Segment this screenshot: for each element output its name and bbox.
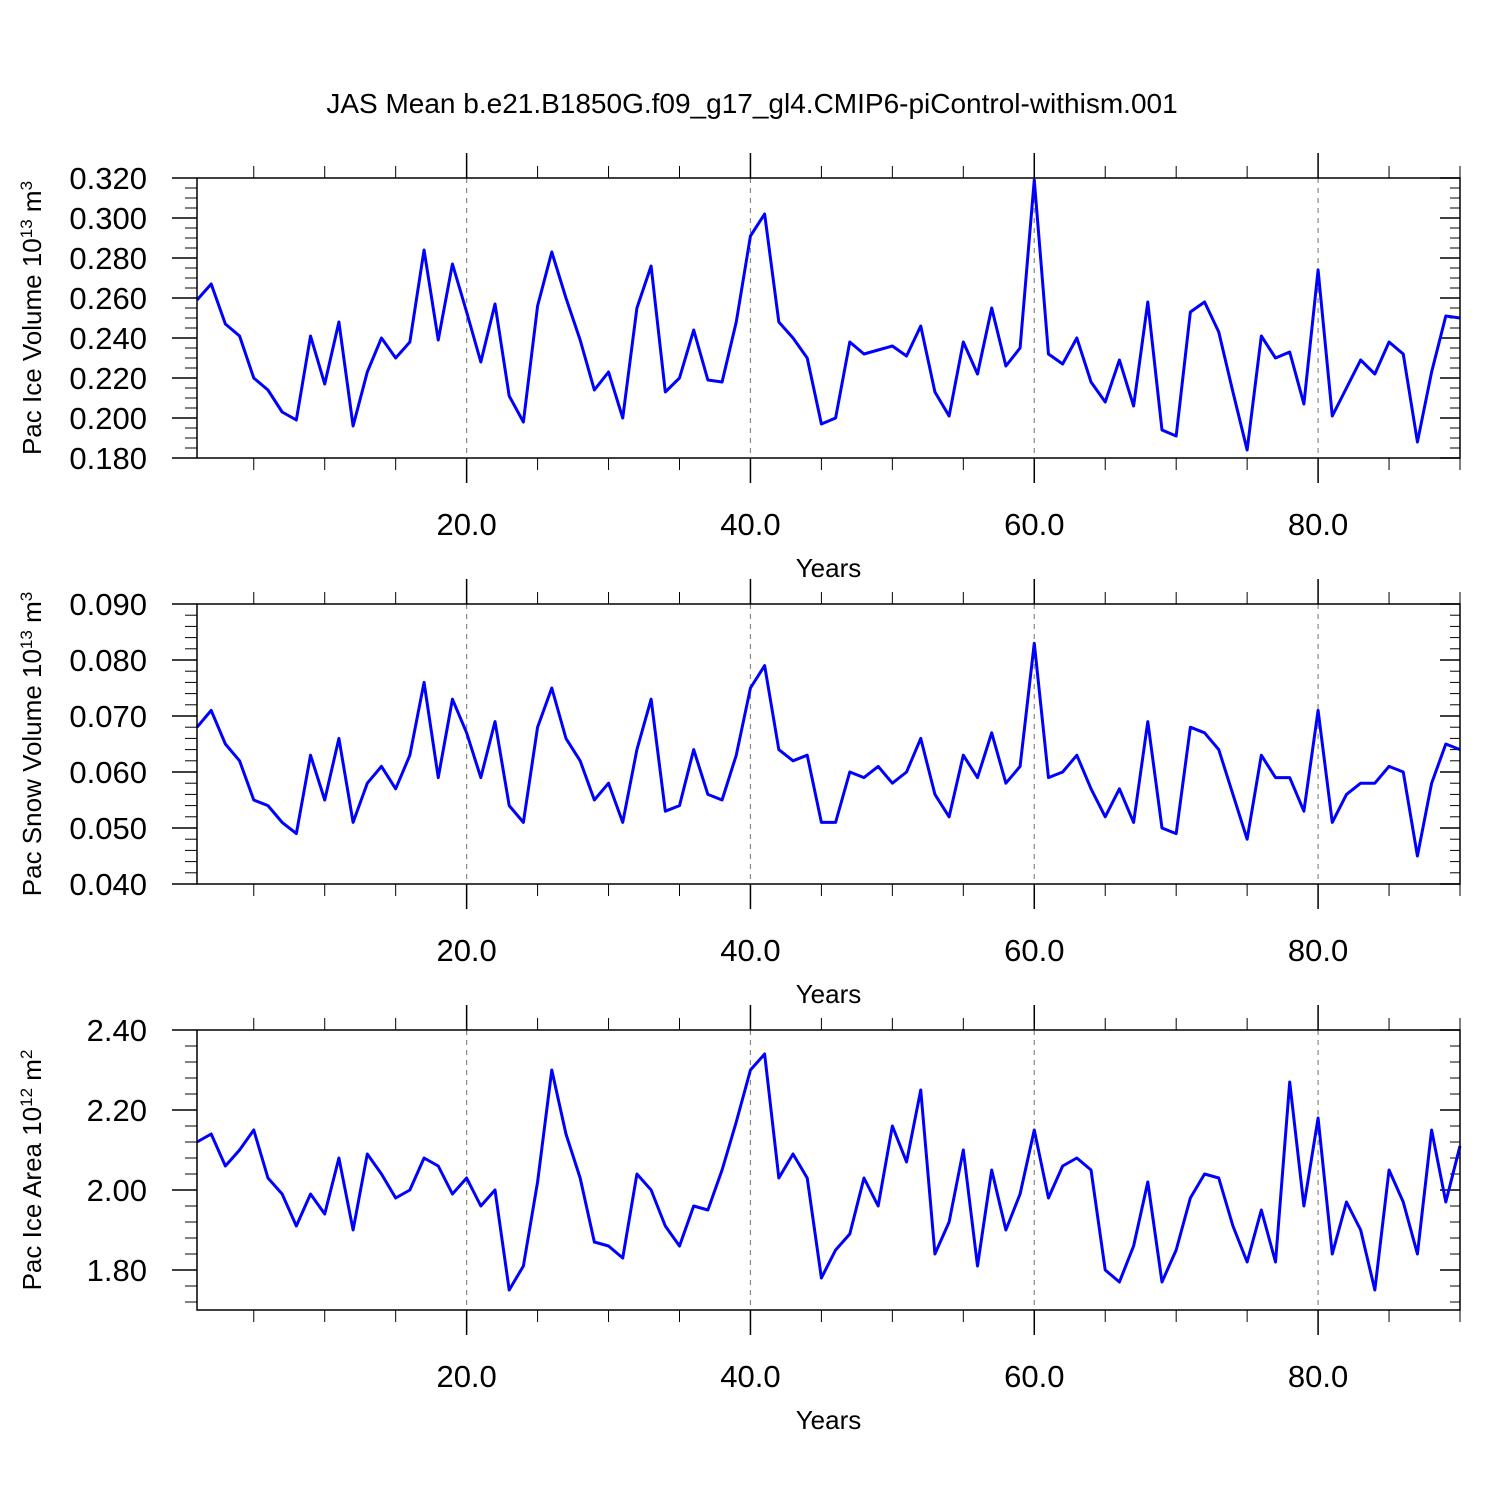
- chart-title: JAS Mean b.e21.B1850G.f09_g17_gl4.CMIP6-…: [326, 88, 1177, 119]
- plot-frame: [196, 1029, 1461, 1311]
- x-axis-label: Years: [796, 1405, 862, 1435]
- y-axis-label-part: m: [17, 1059, 47, 1088]
- y-axis-label-part: m: [17, 601, 47, 630]
- y-axis-label: Pac Snow Volume 1013 m3: [17, 592, 48, 896]
- x-tick-label: 40.0: [720, 507, 780, 542]
- y-axis-label-part: m: [17, 190, 47, 219]
- plot-frame: [196, 603, 1461, 885]
- data-line: [195, 178, 1461, 452]
- y-tick-label: 0.060: [69, 755, 147, 790]
- y-axis-label-part: Pac Ice Volume 10: [17, 238, 47, 455]
- y-axis-label-sup: 3: [17, 181, 36, 190]
- x-tick-label: 60.0: [1004, 507, 1064, 542]
- y-axis-label-sup: 13: [17, 219, 36, 238]
- y-tick-label: 0.180: [69, 441, 147, 476]
- y-tick-label: 0.090: [69, 587, 147, 622]
- x-tick-label: 80.0: [1288, 507, 1348, 542]
- y-axis-label-sup: 2: [17, 1050, 36, 1059]
- y-tick-label: 0.240: [69, 321, 147, 356]
- x-tick-label: 40.0: [720, 1359, 780, 1394]
- x-tick-label: 20.0: [436, 933, 496, 968]
- y-tick-label: 0.280: [69, 241, 147, 276]
- x-tick-label: 80.0: [1288, 1359, 1348, 1394]
- y-tick-label: 2.00: [87, 1173, 147, 1208]
- data-line: [196, 1052, 1462, 1292]
- x-tick-label: 20.0: [436, 1359, 496, 1394]
- y-axis-label-sup: 13: [17, 630, 36, 649]
- y-axis-label: Pac Ice Volume 1013 m3: [17, 181, 48, 455]
- x-tick-label: 40.0: [720, 933, 780, 968]
- y-axis-label-part: Pac Ice Area 10: [17, 1107, 47, 1291]
- y-tick-label: 0.070: [69, 699, 147, 734]
- y-tick-label: 0.320: [69, 161, 147, 196]
- x-tick-label: 60.0: [1004, 1359, 1064, 1394]
- y-tick-label: 2.20: [87, 1093, 147, 1128]
- y-axis-label-sup: 12: [17, 1088, 36, 1107]
- x-tick-label: 60.0: [1004, 933, 1064, 968]
- x-tick-label: 20.0: [436, 507, 496, 542]
- x-tick-label: 80.0: [1288, 933, 1348, 968]
- data-line: [195, 641, 1461, 858]
- y-axis-label-sup: 3: [17, 592, 36, 601]
- x-axis-label: Years: [796, 979, 862, 1009]
- y-tick-label: 0.080: [69, 643, 147, 678]
- plot-frame: [196, 177, 1461, 459]
- y-tick-label: 2.40: [87, 1013, 147, 1048]
- x-axis-label: Years: [796, 553, 862, 583]
- y-tick-label: 0.200: [69, 401, 147, 436]
- y-axis-label: Pac Ice Area 1012 m2: [17, 1050, 48, 1291]
- y-tick-label: 1.80: [87, 1253, 147, 1288]
- y-tick-label: 0.040: [69, 867, 147, 902]
- y-tick-label: 0.260: [69, 281, 147, 316]
- y-tick-label: 0.050: [69, 811, 147, 846]
- y-axis-label-part: Pac Snow Volume 10: [17, 649, 47, 896]
- y-tick-label: 0.300: [69, 201, 147, 236]
- y-tick-label: 0.220: [69, 361, 147, 396]
